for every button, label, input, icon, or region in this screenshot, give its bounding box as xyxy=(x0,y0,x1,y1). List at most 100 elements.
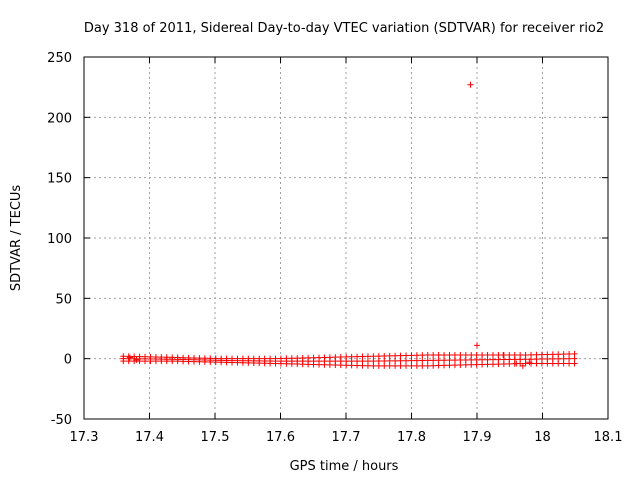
data-point xyxy=(174,356,181,363)
data-point xyxy=(430,357,437,364)
data-point xyxy=(526,359,533,366)
data-point xyxy=(152,356,159,363)
data-point xyxy=(441,357,448,364)
data-point xyxy=(435,352,442,359)
x-tick-label: 17.8 xyxy=(397,430,426,445)
data-point xyxy=(288,358,295,365)
data-point xyxy=(239,357,246,364)
data-point xyxy=(207,357,214,364)
data-point xyxy=(386,362,393,369)
data-point xyxy=(467,81,474,88)
x-tick-label: 17.9 xyxy=(463,430,492,445)
data-point xyxy=(571,355,578,362)
data-point xyxy=(190,356,197,363)
data-point xyxy=(375,358,382,365)
data-point xyxy=(513,360,520,367)
data-point xyxy=(392,357,399,364)
data-point xyxy=(424,352,431,359)
data-point xyxy=(245,357,252,364)
y-tick-label: 0 xyxy=(64,353,72,368)
y-axis-label: SDTVAR / TECUs xyxy=(9,185,24,292)
data-point xyxy=(381,357,388,364)
y-tick-label: 150 xyxy=(47,172,72,187)
x-tick-label: 17.7 xyxy=(332,430,361,445)
y-tick-label: 50 xyxy=(55,292,72,307)
chart-title: Day 318 of 2011, Sidereal Day-to-day VTE… xyxy=(84,21,604,36)
data-point xyxy=(424,357,431,364)
data-point xyxy=(147,355,154,362)
data-point xyxy=(402,362,409,369)
data-point xyxy=(528,356,535,363)
data-point xyxy=(234,357,241,364)
data-point xyxy=(337,358,344,365)
data-point xyxy=(451,357,458,364)
data-point xyxy=(321,358,328,365)
data-point xyxy=(294,358,301,365)
data-point xyxy=(495,356,502,363)
data-point xyxy=(549,355,556,362)
data-point xyxy=(413,352,420,359)
data-point xyxy=(435,357,442,364)
data-point xyxy=(133,356,140,363)
data-point xyxy=(250,357,257,364)
data-point xyxy=(272,358,279,365)
data-point xyxy=(544,355,551,362)
data-point xyxy=(185,356,192,363)
data-point xyxy=(474,342,480,349)
data-point xyxy=(343,358,350,365)
data-point xyxy=(489,356,496,363)
data-point xyxy=(229,357,236,364)
data-point xyxy=(413,362,420,369)
data-point xyxy=(462,356,469,363)
data-point xyxy=(430,362,437,369)
data-point xyxy=(370,358,377,365)
data-point xyxy=(397,362,404,369)
data-point xyxy=(332,358,339,365)
data-point xyxy=(484,356,491,363)
data-point xyxy=(479,356,486,363)
data-point xyxy=(560,355,567,362)
y-tick-label: 250 xyxy=(47,51,72,66)
data-point xyxy=(299,358,306,365)
x-tick-label: 18.1 xyxy=(594,430,623,445)
data-point xyxy=(386,352,393,359)
data-point xyxy=(446,357,453,364)
data-point xyxy=(402,352,409,359)
data-point xyxy=(354,358,361,365)
data-point xyxy=(555,355,562,362)
x-tick-label: 17.4 xyxy=(135,430,164,445)
data-point xyxy=(142,355,149,362)
data-point xyxy=(158,356,165,363)
data-point xyxy=(267,358,274,365)
data-point xyxy=(441,352,448,359)
data-point xyxy=(126,354,133,361)
data-point xyxy=(408,362,415,369)
data-point xyxy=(125,355,132,362)
data-point xyxy=(500,352,507,359)
data-point xyxy=(408,352,415,359)
data-point xyxy=(500,356,507,363)
data-point xyxy=(277,358,284,365)
data-points xyxy=(120,81,578,369)
grid xyxy=(84,57,608,419)
data-point xyxy=(359,358,366,365)
x-tick-label: 17.5 xyxy=(201,430,230,445)
y-tick-label: -50 xyxy=(51,413,72,428)
data-point xyxy=(397,357,404,364)
data-point xyxy=(310,358,317,365)
data-point xyxy=(305,358,312,365)
data-point xyxy=(419,357,426,364)
data-point xyxy=(283,358,290,365)
data-point xyxy=(538,356,545,363)
data-point xyxy=(533,356,540,363)
data-point xyxy=(386,357,393,364)
data-point xyxy=(517,356,524,363)
data-point xyxy=(364,358,371,365)
x-tick-label: 18 xyxy=(534,430,551,445)
data-point xyxy=(223,357,230,364)
data-point xyxy=(402,357,409,364)
data-point xyxy=(435,362,442,369)
data-point xyxy=(566,355,573,362)
data-point xyxy=(261,357,268,364)
